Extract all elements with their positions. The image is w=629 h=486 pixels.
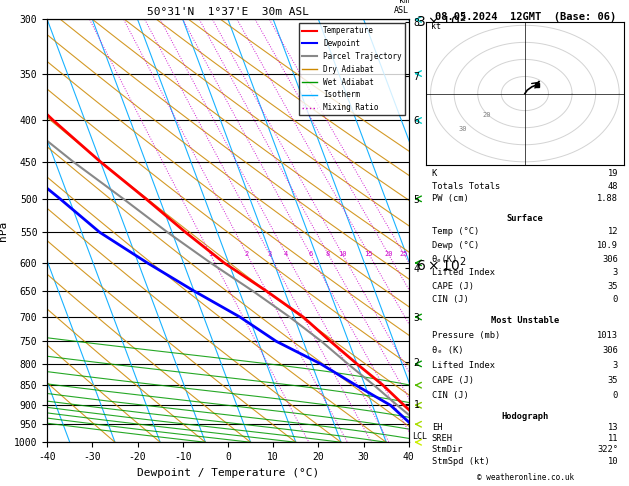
Text: K: K xyxy=(431,170,437,178)
Text: CAPE (J): CAPE (J) xyxy=(431,376,474,385)
Text: θₑ(K): θₑ(K) xyxy=(431,255,458,263)
Text: 0: 0 xyxy=(613,391,618,400)
Text: 10: 10 xyxy=(608,457,618,466)
Text: Temp (°C): Temp (°C) xyxy=(431,227,479,236)
Text: 1.88: 1.88 xyxy=(597,194,618,204)
Text: 30: 30 xyxy=(459,126,467,132)
Text: © weatheronline.co.uk: © weatheronline.co.uk xyxy=(477,473,574,482)
Text: θₑ (K): θₑ (K) xyxy=(431,347,464,355)
Text: 3: 3 xyxy=(613,361,618,370)
Text: 3: 3 xyxy=(267,251,272,257)
Text: StmDir: StmDir xyxy=(431,446,464,454)
Text: Hodograph: Hodograph xyxy=(501,412,548,421)
Title: 50°31'N  1°37'E  30m ASL: 50°31'N 1°37'E 30m ASL xyxy=(147,7,309,17)
Text: 1: 1 xyxy=(208,251,213,257)
Text: 10.9: 10.9 xyxy=(597,241,618,250)
Text: 0: 0 xyxy=(613,295,618,304)
Text: 08.05.2024  12GMT  (Base: 06): 08.05.2024 12GMT (Base: 06) xyxy=(435,12,616,22)
Text: Totals Totals: Totals Totals xyxy=(431,182,500,191)
Text: 35: 35 xyxy=(608,282,618,291)
Text: 20: 20 xyxy=(384,251,392,257)
Text: SREH: SREH xyxy=(431,434,453,443)
Text: StmSpd (kt): StmSpd (kt) xyxy=(431,457,489,466)
Text: 15: 15 xyxy=(365,251,373,257)
Text: 12: 12 xyxy=(608,227,618,236)
Text: 322°: 322° xyxy=(597,446,618,454)
Text: 35: 35 xyxy=(608,376,618,385)
Text: Lifted Index: Lifted Index xyxy=(431,268,495,277)
Text: Lifted Index: Lifted Index xyxy=(431,361,495,370)
Text: 48: 48 xyxy=(608,182,618,191)
Text: km
ASL: km ASL xyxy=(394,0,409,15)
Text: Most Unstable: Most Unstable xyxy=(491,316,559,326)
Text: 25: 25 xyxy=(399,251,408,257)
Legend: Temperature, Dewpoint, Parcel Trajectory, Dry Adiabat, Wet Adiabat, Isotherm, Mi: Temperature, Dewpoint, Parcel Trajectory… xyxy=(299,23,405,115)
Text: 6: 6 xyxy=(308,251,313,257)
Text: 8: 8 xyxy=(326,251,330,257)
Text: 306: 306 xyxy=(603,255,618,263)
Text: kt: kt xyxy=(430,22,440,31)
Text: PW (cm): PW (cm) xyxy=(431,194,469,204)
Text: 2: 2 xyxy=(245,251,249,257)
Text: 1013: 1013 xyxy=(597,331,618,340)
X-axis label: Dewpoint / Temperature (°C): Dewpoint / Temperature (°C) xyxy=(137,468,319,478)
Text: 306: 306 xyxy=(603,347,618,355)
Text: 3: 3 xyxy=(613,268,618,277)
Text: EH: EH xyxy=(431,423,442,432)
Text: CIN (J): CIN (J) xyxy=(431,391,469,400)
Text: 4: 4 xyxy=(284,251,288,257)
Text: 19: 19 xyxy=(608,170,618,178)
Text: Dewp (°C): Dewp (°C) xyxy=(431,241,479,250)
Text: 13: 13 xyxy=(608,423,618,432)
Y-axis label: hPa: hPa xyxy=(0,221,8,241)
Text: 10: 10 xyxy=(338,251,347,257)
Text: 11: 11 xyxy=(608,434,618,443)
Text: LCL: LCL xyxy=(413,433,428,441)
Text: 20: 20 xyxy=(482,112,491,119)
Text: Surface: Surface xyxy=(506,214,543,223)
Text: Pressure (mb): Pressure (mb) xyxy=(431,331,500,340)
Text: CIN (J): CIN (J) xyxy=(431,295,469,304)
Text: CAPE (J): CAPE (J) xyxy=(431,282,474,291)
